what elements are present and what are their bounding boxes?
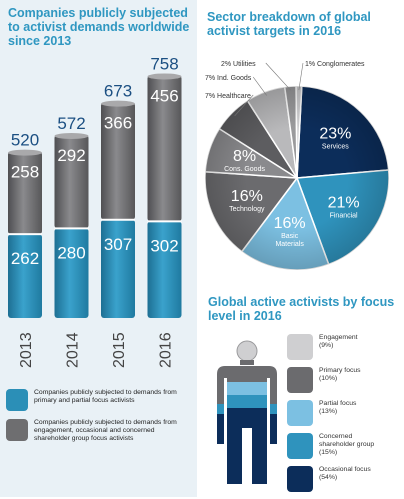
activist-level-name: Occasional focus xyxy=(319,466,371,473)
activist-level-percent: (13%) xyxy=(319,408,338,415)
bar-total-label: 520 xyxy=(11,131,39,150)
bar-segment-grey-2014 xyxy=(54,134,89,229)
activists-title: Global active activists by focus level i… xyxy=(208,295,395,323)
legend-swatch-grey xyxy=(6,419,28,441)
activist-level-label: Engagement (9%) xyxy=(319,334,358,350)
bar-value-label: 258 xyxy=(11,163,39,182)
person-icon xyxy=(217,340,277,484)
legend-item-primary-partial: Companies publicly subjected to demands … xyxy=(6,389,189,411)
bar-value-label: 366 xyxy=(104,114,132,133)
pie-name-label: Services xyxy=(322,143,349,150)
activist-level-swatch xyxy=(287,334,313,360)
activist-level-swatch xyxy=(287,433,313,459)
pie-percent-label: 23% xyxy=(319,125,351,142)
x-tick-label: 2014 xyxy=(65,332,82,368)
bar-cap-2016 xyxy=(147,73,182,80)
pie-leader-line xyxy=(252,76,267,96)
activist-level-name: shareholder group xyxy=(319,441,375,448)
right-panel: Sector breakdown of global activist targ… xyxy=(197,0,404,497)
bar-segment-blue-2016 xyxy=(147,221,182,318)
x-tick-label: 2015 xyxy=(111,332,128,368)
left-panel: Companies publicly subjected to activist… xyxy=(0,0,197,497)
bar-total-label: 673 xyxy=(104,82,132,101)
bar-value-label: 262 xyxy=(11,249,39,268)
activist-level-item: Partial focus (13%) xyxy=(287,400,402,432)
pie-name-label: Cons. Goods xyxy=(224,166,265,173)
x-tick-label: 2013 xyxy=(18,332,35,368)
pie-external-label: 2% Utilities xyxy=(221,61,256,68)
activist-level-item: Primary focus (10%) xyxy=(287,367,402,399)
pie-leader-line xyxy=(234,94,254,117)
pie-percent-label: 16% xyxy=(231,188,263,205)
bar-divider-2013 xyxy=(8,233,42,236)
activist-level-swatch xyxy=(287,367,313,393)
activist-level-label: Partial focus (13%) xyxy=(319,400,356,416)
activist-level-percent: (54%) xyxy=(319,474,338,481)
activist-level-swatch xyxy=(287,400,313,426)
activist-level-percent: (9%) xyxy=(319,342,334,349)
bar-value-label: 302 xyxy=(150,236,178,255)
bar-segment-grey-2015 xyxy=(101,102,135,220)
pie-name-label: Financial xyxy=(330,213,358,220)
pie-chart-title: Sector breakdown of global activist targ… xyxy=(207,10,371,38)
bar-cap-2015 xyxy=(101,100,135,107)
activist-level-label: Concerned shareholder group (15%) xyxy=(319,433,374,457)
pie-external-label: 7% Healthcare xyxy=(205,93,251,100)
activist-level-swatch xyxy=(287,466,313,492)
activist-level-item: Concerned shareholder group (15%) xyxy=(287,433,402,465)
activist-level-label: Occasional focus (54%) xyxy=(319,466,371,482)
bar-total-label: 758 xyxy=(150,54,178,73)
pie-chart: 23%Services21%Financial16%BasicMaterials… xyxy=(204,61,390,271)
activist-level-name: Concerned xyxy=(319,433,353,440)
bar-segment-blue-2015 xyxy=(101,219,135,318)
bar-divider-2016 xyxy=(147,220,182,223)
pie-percent-label: 21% xyxy=(328,195,360,212)
legend-swatch-blue xyxy=(6,389,28,411)
legend-item-engagement-occasional: Companies publicly subjected to demands … xyxy=(6,419,189,444)
bar-cap-2014 xyxy=(54,132,89,139)
pie-percent-label: 16% xyxy=(274,215,306,232)
pie-name-label: Technology xyxy=(229,206,265,213)
pie-leader-line xyxy=(298,62,304,91)
bar-value-label: 292 xyxy=(57,146,85,165)
activist-level-item: Engagement (9%) xyxy=(287,334,402,366)
activist-level-label: Primary focus (10%) xyxy=(319,367,361,383)
bar-segment-blue-2014 xyxy=(54,228,89,318)
pie-leader-line xyxy=(265,62,291,91)
pie-external-label: 7% Ind. Goods xyxy=(205,75,252,82)
activist-levels-list: Engagement (9%) Primary focus (10%) Partial … xyxy=(287,334,402,499)
bar-divider-2015 xyxy=(101,218,135,221)
bar-cap-2013 xyxy=(8,149,42,156)
bar-chart-title: Companies publicly subjected to activist… xyxy=(8,6,190,48)
legend-label: Companies publicly subjected to demands … xyxy=(34,419,177,443)
bar-segment-grey-2013 xyxy=(8,151,42,235)
activist-level-name: Engagement xyxy=(319,334,358,341)
bar-value-label: 307 xyxy=(104,235,132,254)
bar-segment-blue-2013 xyxy=(8,234,42,318)
legend-label: Companies publicly subjected to demands … xyxy=(34,389,177,405)
activist-level-item: Occasional focus (54%) xyxy=(287,466,402,498)
activist-level-percent: (10%) xyxy=(319,375,338,382)
pie-name-label: Materials xyxy=(275,241,304,248)
activist-level-name: Primary focus xyxy=(319,367,361,374)
pie-external-label: 1% Conglomerates xyxy=(305,61,365,68)
bar-value-label: 456 xyxy=(150,86,178,105)
pie-percent-label: 8% xyxy=(233,148,256,165)
bar-value-label: 280 xyxy=(57,243,85,262)
bar-total-label: 572 xyxy=(57,114,85,133)
activist-level-percent: (15%) xyxy=(319,449,338,456)
activist-level-name: Partial focus xyxy=(319,400,357,407)
bar-divider-2014 xyxy=(54,227,89,230)
pie-name-label: Basic xyxy=(281,233,299,240)
x-tick-label: 2016 xyxy=(158,332,175,368)
bar-chart: 262 258 520 2013 280 292 572 2014 307 366 673 2015 3… xyxy=(8,54,182,368)
bar-segment-grey-2016 xyxy=(147,75,182,222)
